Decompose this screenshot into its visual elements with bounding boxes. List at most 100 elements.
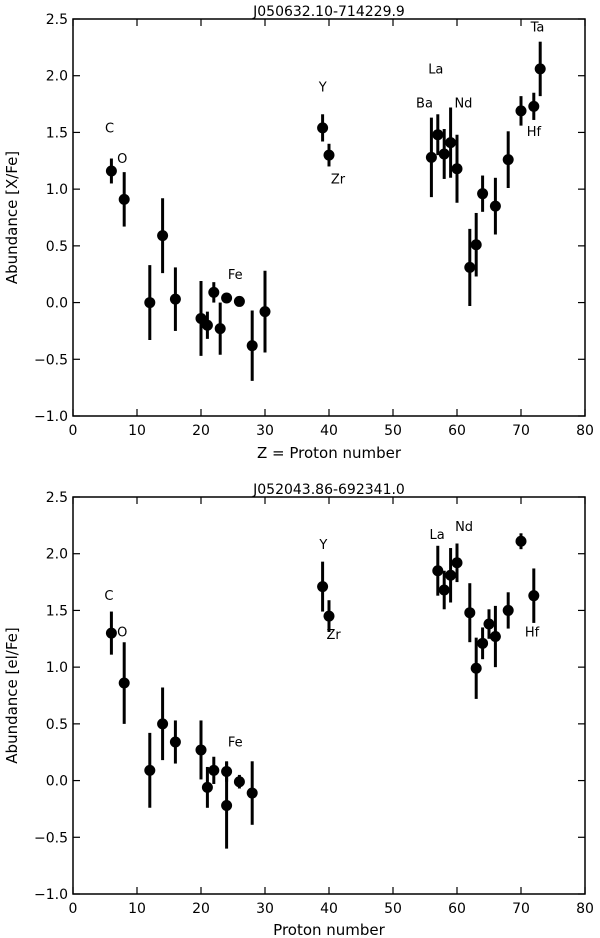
data-point	[144, 764, 156, 776]
data-point	[515, 535, 527, 547]
x-tick-label: 70	[512, 901, 530, 917]
data-point	[157, 718, 169, 730]
data-point	[157, 230, 169, 242]
y-axis-label: Abundance [el/Fe]	[3, 627, 21, 763]
y-tick-label: 0.0	[46, 296, 68, 312]
data-point	[118, 677, 130, 689]
data-point	[470, 239, 482, 251]
data-point	[477, 188, 489, 200]
data-point	[528, 590, 540, 602]
y-axis-label: Abundance [X/Fe]	[3, 151, 21, 284]
data-point	[169, 736, 181, 748]
data-point	[221, 765, 233, 777]
data-point	[144, 297, 156, 309]
x-tick-label: 20	[192, 901, 210, 917]
y-tick-label: 0.5	[46, 717, 68, 733]
element-label: Ta	[530, 20, 545, 35]
x-tick-label: 80	[576, 423, 594, 439]
data-point	[221, 800, 233, 812]
data-point	[105, 165, 117, 177]
chart-panel-2: 0 10 20 30 40 50 60 70 80 −1.0 −0.5 0.0 0.5 1.0 1.5 2.0…	[3, 482, 594, 938]
y-tick-label: 1.5	[46, 125, 68, 141]
data-point	[451, 557, 463, 569]
y-tick-label: 2.5	[46, 490, 68, 506]
y-tick-label: −1.0	[34, 887, 68, 903]
y-tick-label: 2.0	[46, 547, 68, 563]
element-label: Nd	[455, 520, 473, 535]
data-point	[214, 323, 226, 335]
element-label: Zr	[331, 172, 346, 187]
x-tick-label: 40	[320, 901, 338, 917]
y-tick-label: 1.0	[46, 660, 68, 676]
data-point	[502, 154, 514, 166]
data-point	[489, 631, 501, 643]
x-tick-label: 50	[384, 423, 402, 439]
element-label: O	[117, 626, 127, 641]
x-tick-label: 70	[512, 423, 530, 439]
element-label: Nd	[454, 96, 472, 111]
x-tick-label: 0	[69, 423, 78, 439]
y-tick-label: 1.5	[46, 603, 68, 619]
data-point	[201, 319, 213, 331]
element-label: La	[428, 62, 443, 77]
y-tick-label: 1.0	[46, 182, 68, 198]
data-point	[208, 286, 220, 298]
y-tick-label: 0.0	[46, 774, 68, 790]
x-tick-label: 60	[448, 423, 466, 439]
y-tick-label: −0.5	[34, 830, 68, 846]
data-point	[425, 151, 437, 163]
data-point	[515, 105, 527, 117]
data-point	[201, 781, 213, 793]
plot-frame	[72, 18, 586, 417]
data-point	[118, 193, 130, 205]
data-point	[246, 787, 258, 799]
element-label: Hf	[525, 626, 540, 641]
data-point	[233, 295, 245, 307]
data-point	[445, 137, 457, 149]
x-tick-label: 10	[128, 901, 146, 917]
data-point	[317, 581, 329, 593]
y-tick-label: −0.5	[34, 352, 68, 368]
data-point	[438, 148, 450, 160]
element-label: O	[117, 152, 127, 167]
data-point	[105, 627, 117, 639]
data-point	[432, 129, 444, 141]
data-point	[438, 584, 450, 596]
data-point	[528, 100, 540, 112]
data-point	[470, 662, 482, 674]
element-label: Y	[318, 81, 327, 96]
element-label: Zr	[326, 628, 341, 643]
data-point	[534, 63, 546, 75]
data-point	[464, 261, 476, 273]
data-point	[233, 776, 245, 788]
y-tick-label: −1.0	[34, 409, 68, 425]
data-point	[489, 200, 501, 212]
data-point	[323, 149, 335, 161]
x-tick-label: 10	[128, 423, 146, 439]
chart-panel-1: 0 10 20 30 40 50 60 70 80 −1.0 −0.5 0.0 0.5 1.0 1.5 2.0…	[3, 4, 594, 462]
data-point	[323, 610, 335, 622]
x-axis-label: Z = Proton number	[257, 444, 402, 462]
data-point	[432, 565, 444, 577]
data-point	[221, 292, 233, 304]
data-point	[445, 569, 457, 581]
data-point	[464, 607, 476, 619]
element-label: C	[105, 121, 114, 136]
data-point	[502, 604, 514, 616]
data-point	[195, 744, 207, 756]
data-point	[246, 340, 258, 352]
x-tick-label: 50	[384, 901, 402, 917]
element-label: La	[429, 528, 444, 543]
element-label: Y	[318, 538, 327, 553]
x-axis-label: Proton number	[273, 921, 386, 938]
y-tick-label: 2.0	[46, 69, 68, 85]
element-label: Fe	[228, 736, 243, 751]
x-tick-label: 60	[448, 901, 466, 917]
x-tick-label: 80	[576, 901, 594, 917]
element-label: Hf	[527, 125, 542, 140]
y-tick-label: 2.5	[46, 12, 68, 28]
data-point	[208, 764, 220, 776]
data-point	[451, 163, 463, 175]
element-label: Ba	[416, 96, 433, 111]
